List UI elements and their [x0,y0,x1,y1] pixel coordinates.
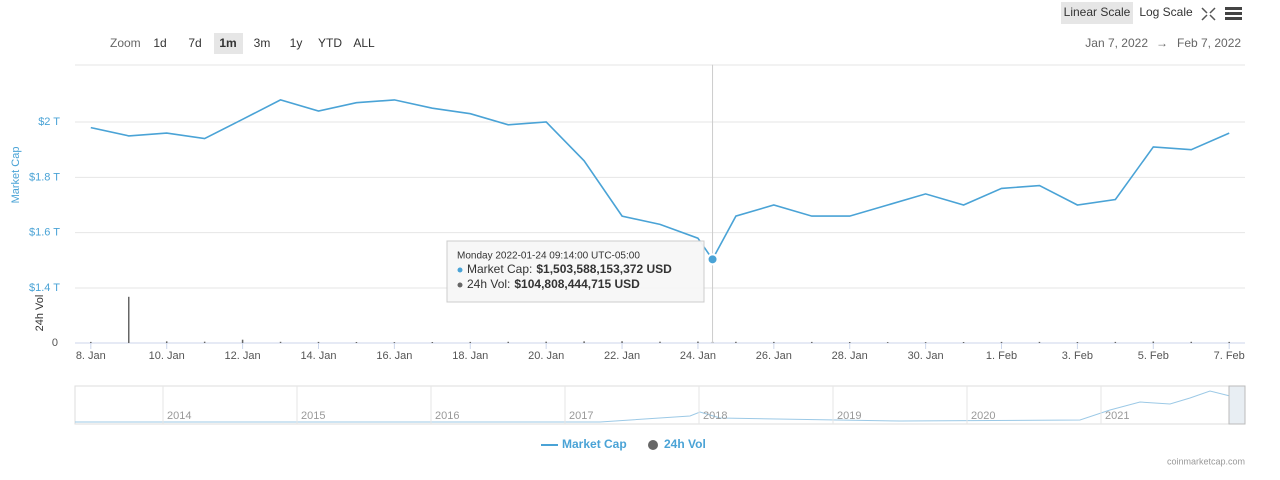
tooltip-box [446,240,705,303]
tooltip: Monday 2022-01-24 09:14:00 UTC-05:00Mark… [446,240,705,303]
x-tick-label: 3. Feb [1062,350,1093,362]
y-axis-title: Market Cap [10,147,22,204]
navigator-label: 2020 [971,410,995,422]
navigator-label: 2015 [301,410,325,422]
x-tick-label: 14. Jan [300,350,336,362]
scale-button[interactable]: Log Scale [1139,5,1193,19]
tooltip-label: 24h Vol: [467,277,510,291]
tooltip-row: Market Cap: $1,503,588,153,372 USD [467,262,672,276]
zoom-button[interactable]: 1d [153,36,166,50]
zoom-button[interactable]: ALL [353,36,375,50]
y-tick-label: $1.6 T [29,227,60,239]
fullscreen-icon[interactable] [1201,7,1216,21]
zoom-active-bg [214,33,243,54]
x-tick-label: 30. Jan [908,350,944,362]
x-tick-label: 8. Jan [76,350,106,362]
y2-tick-label: 0 [52,337,58,349]
tooltip-value: $104,808,444,715 USD [514,277,640,291]
x-tick-label: 7. Feb [1214,350,1245,362]
tooltip-dot [457,267,463,273]
tooltip-label: Market Cap: [467,262,532,276]
scale-button[interactable]: Linear Scale [1064,5,1131,19]
x-tick-label: 28. Jan [832,350,868,362]
range-from: Jan 7, 2022 [1085,36,1148,50]
x-tick-label: 26. Jan [756,350,792,362]
tooltip-value: $1,503,588,153,372 USD [536,262,672,276]
y-tick-label: $1.8 T [29,171,60,183]
market-cap-line [90,99,1230,261]
navigator-label: 2019 [837,410,861,422]
x-tick-label: 24. Jan [680,350,716,362]
x-tick-label: 20. Jan [528,350,564,362]
y-tick-label: $2 T [38,116,60,128]
tooltip-row: 24h Vol: $104,808,444,715 USD [467,277,640,291]
hover-point [706,253,719,266]
zoom-button[interactable]: 7d [188,36,201,50]
range-arrow: → [1156,36,1168,50]
navigator-label: 2018 [703,410,727,422]
zoom-button[interactable]: 1m [219,36,236,50]
navigator-line [75,390,1246,423]
x-tick-label: 16. Jan [376,350,412,362]
legend-label[interactable]: Market Cap [562,437,627,451]
navigator-label: 2016 [435,410,459,422]
tooltip-dot [457,282,463,288]
x-tick-label: 18. Jan [452,350,488,362]
menu-icon[interactable] [1225,7,1242,20]
x-tick-label: 10. Jan [149,350,185,362]
x-tick-label: 12. Jan [225,350,261,362]
credit: coinmarketcap.com [1167,456,1245,466]
navigator-label: 2014 [167,410,191,422]
navigator-label: 2021 [1105,410,1129,422]
navigator-label: 2017 [569,410,593,422]
navigator-handle[interactable] [1228,385,1246,425]
legend-label[interactable]: 24h Vol [664,437,706,451]
legend-dot [648,440,658,450]
zoom-button[interactable]: 3m [254,36,271,50]
y-tick-label: $1.4 T [29,282,60,294]
tooltip-date: Monday 2022-01-24 09:14:00 UTC-05:00 [457,251,640,262]
x-tick-label: 1. Feb [986,350,1017,362]
scale-button-bg[interactable] [1061,2,1133,24]
zoom-label: Zoom [110,36,141,50]
x-tick-label: 22. Jan [604,350,640,362]
y2-axis-title: 24h Vol [34,295,46,332]
zoom-button[interactable]: YTD [318,36,342,50]
x-tick-label: 5. Feb [1138,350,1169,362]
range-to: Feb 7, 2022 [1177,36,1241,50]
zoom-button[interactable]: 1y [290,36,303,50]
